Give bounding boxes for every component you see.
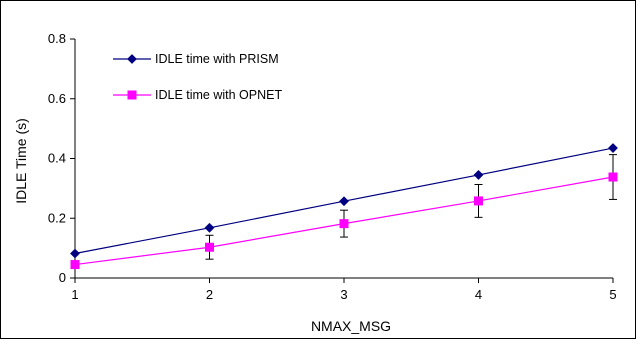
y-tick-label: 0.8: [48, 31, 66, 46]
data-point-square: [339, 219, 349, 229]
data-point-square: [474, 196, 483, 206]
x-tick-label: 4: [475, 287, 482, 302]
data-point-diamond: [473, 170, 484, 180]
line-chart: 00.20.40.60.81 2 3 4 5 IDLE time with PRISMI…: [13, 31, 618, 334]
data-point-diamond: [204, 222, 215, 233]
x-tick-label: 1: [71, 287, 78, 302]
y-tick-label: 0.6: [48, 91, 66, 106]
data-point-diamond: [608, 143, 618, 153]
data-point-square: [608, 172, 618, 182]
legend-label-1: IDLE time with PRISM: [155, 52, 279, 66]
y-tick-label: 0.4: [48, 151, 66, 166]
y-axis-title: IDLE Time (s): [13, 118, 29, 204]
x-tick-label: 5: [609, 287, 616, 302]
data-point-diamond: [70, 248, 80, 259]
x-tick-label: 2: [206, 287, 213, 302]
plot-area: 0 0.2 0.4 0.6 0.8 1 2 3 4 5: [48, 31, 618, 302]
legend-marker-square: [127, 90, 137, 100]
legend-label-2: IDLE time with OPNET: [155, 88, 282, 102]
y-tick-label: 0.2: [48, 210, 66, 225]
data-point-square: [205, 242, 214, 252]
x-tick-label: 3: [340, 287, 347, 302]
x-axis-title: NMAX_MSG: [311, 318, 391, 334]
y-tick-label: 0: [59, 270, 66, 285]
data-point-diamond: [339, 196, 349, 207]
data-point-square: [70, 260, 80, 270]
legend: IDLE time with PRISM IDLE time with OPNET: [113, 52, 282, 102]
legend-marker-diamond: [127, 54, 137, 64]
